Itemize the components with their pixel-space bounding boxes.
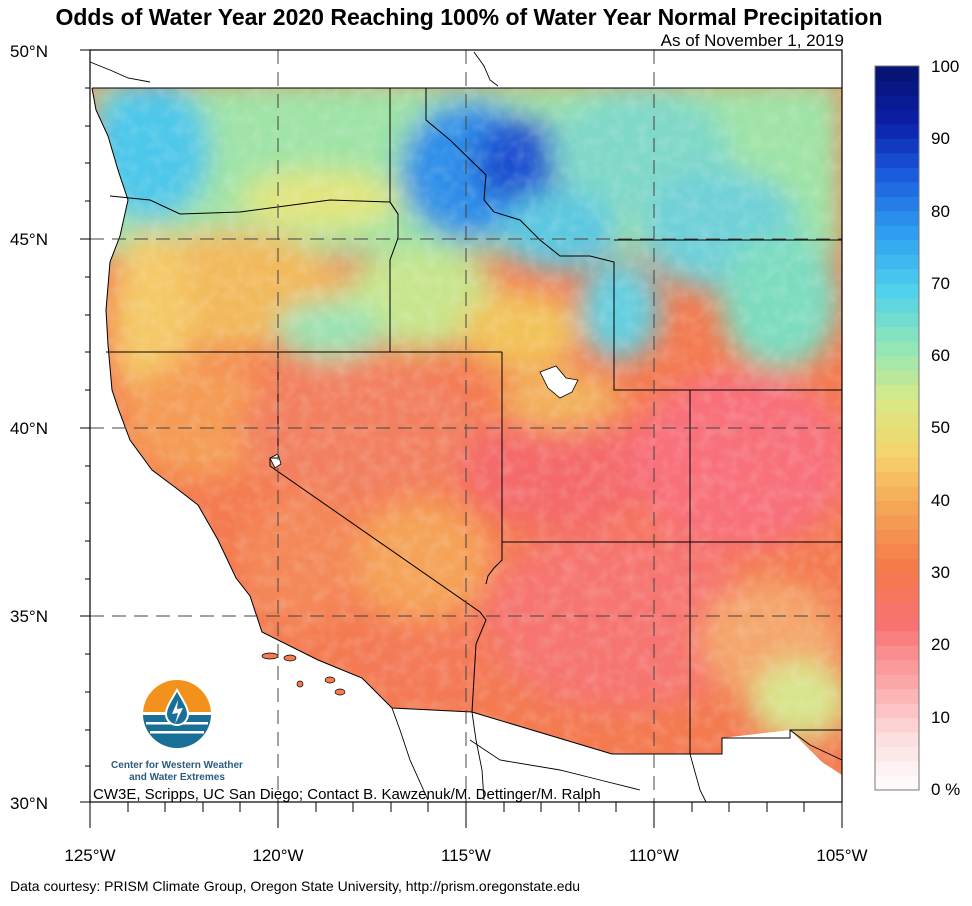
colorbar-bin bbox=[875, 413, 919, 429]
colorbar-bin bbox=[875, 746, 919, 762]
state-boundaries bbox=[92, 87, 842, 755]
colorbar-bin bbox=[875, 674, 919, 690]
colorbar-bin bbox=[875, 688, 919, 704]
colorbar-bin bbox=[875, 167, 919, 183]
colorbar-bin bbox=[875, 659, 919, 675]
colorbar-bin bbox=[875, 587, 919, 603]
colorbar-bin bbox=[875, 370, 919, 386]
colorbar-label-90: 90 bbox=[931, 129, 950, 148]
lon-label-110: 110°W bbox=[629, 846, 679, 865]
outer-boundaries bbox=[89, 51, 843, 803]
lon-label-105: 105°W bbox=[816, 846, 868, 865]
colorbar-bin bbox=[875, 514, 919, 530]
colorbar-frame bbox=[874, 65, 920, 791]
colorbar-label-40: 40 bbox=[931, 491, 950, 510]
colorbar-label-70: 70 bbox=[931, 274, 950, 293]
channel-islands bbox=[261, 652, 346, 696]
data-credit: Data courtesy: PRISM Climate Group, Oreg… bbox=[10, 878, 581, 894]
colorbar-bin bbox=[875, 717, 919, 733]
colorbar-bin bbox=[875, 138, 919, 154]
colorbar-bin bbox=[875, 761, 919, 777]
colorbar-label-50: 50 bbox=[931, 418, 950, 437]
colorbar-label-10: 10 bbox=[931, 708, 950, 727]
pacific-coastline bbox=[91, 87, 473, 713]
colorbar-label-80: 80 bbox=[931, 202, 950, 221]
colorbar-label-30: 30 bbox=[931, 563, 950, 582]
colorbar-label-100: 100 bbox=[931, 57, 960, 76]
colorbar-bin bbox=[875, 80, 919, 96]
colorbar-bin bbox=[875, 645, 919, 661]
cw3e-logo bbox=[143, 680, 211, 748]
lat-label-40: 40°N bbox=[10, 419, 48, 438]
colorbar-bin bbox=[875, 703, 919, 719]
contact-text: CW3E, Scripps, UC San Diego; Contact B. … bbox=[93, 786, 601, 803]
lat-label-35: 35°N bbox=[10, 607, 48, 626]
colorbar-bin bbox=[875, 152, 919, 168]
colorbar-bin bbox=[875, 456, 919, 472]
lat-label-50: 50°N bbox=[10, 42, 48, 61]
colorbar-bin bbox=[875, 355, 919, 371]
colorbar-bin bbox=[875, 572, 919, 588]
colorbar-label-20: 20 bbox=[931, 635, 950, 654]
colorbar-bin bbox=[875, 442, 919, 458]
colorbar-bin bbox=[875, 775, 919, 791]
great-salt-lake bbox=[539, 365, 579, 399]
colorbar-bin bbox=[875, 196, 919, 212]
colorbar-bin bbox=[875, 94, 919, 110]
colorbar-bin bbox=[875, 239, 919, 255]
colorbar-label-60: 60 bbox=[931, 346, 950, 365]
colorbar bbox=[874, 65, 920, 791]
colorbar-bin bbox=[875, 529, 919, 545]
colorbar-bin bbox=[875, 616, 919, 632]
colorbar-bin bbox=[875, 500, 919, 516]
y-ticks bbox=[80, 49, 90, 803]
colorbar-label-0: 0 % bbox=[931, 780, 961, 799]
lon-label-125: 125°W bbox=[64, 846, 116, 865]
colorbar-bin bbox=[875, 66, 919, 81]
colorbar-bin bbox=[875, 312, 919, 328]
logo-text-line2: and Water Extremes bbox=[129, 772, 225, 783]
colorbar-bin bbox=[875, 428, 919, 443]
colorbar-bin bbox=[875, 630, 919, 646]
colorbar-bin bbox=[875, 601, 919, 617]
colorbar-bin bbox=[875, 109, 919, 125]
colorbar-bin bbox=[875, 268, 919, 284]
colorbar-bin bbox=[875, 471, 919, 487]
colorbar-bin bbox=[875, 543, 919, 559]
colorbar-bin bbox=[875, 732, 919, 748]
figure-title: Odds of Water Year 2020 Reaching 100% of… bbox=[55, 4, 883, 30]
colorbar-bin bbox=[875, 225, 919, 241]
colorbar-bin bbox=[875, 210, 919, 226]
colorbar-bin bbox=[875, 341, 919, 357]
colorbar-bin bbox=[875, 123, 919, 139]
colorbar-bin bbox=[875, 326, 919, 342]
colorbar-bin bbox=[875, 181, 919, 197]
colorbar-bin bbox=[875, 283, 919, 299]
colorbar-bin bbox=[875, 297, 919, 313]
lon-label-120: 120°W bbox=[252, 846, 304, 865]
lat-label-30: 30°N bbox=[10, 794, 48, 813]
colorbar-bin bbox=[875, 485, 919, 501]
colorbar-bin bbox=[875, 254, 919, 270]
lon-label-115: 115°W bbox=[441, 846, 491, 865]
figure-date: As of November 1, 2019 bbox=[660, 31, 844, 50]
logo-text-line1: Center for Western Weather bbox=[111, 760, 243, 771]
x-ticks bbox=[89, 802, 843, 828]
colorbar-bin bbox=[875, 558, 919, 574]
colorbar-bin bbox=[875, 384, 919, 400]
colorbar-bin bbox=[875, 399, 919, 415]
lat-lon-gridlines bbox=[90, 50, 842, 802]
lat-label-45: 45°N bbox=[10, 230, 48, 249]
